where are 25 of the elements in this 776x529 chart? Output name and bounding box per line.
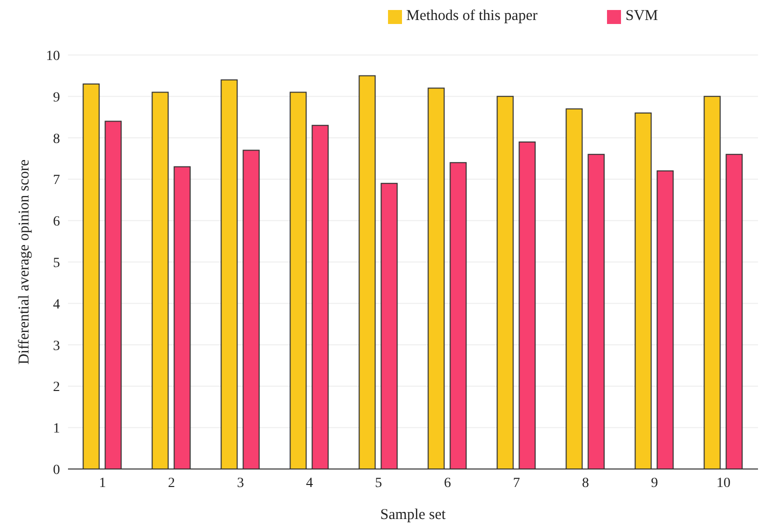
x-tick-label: 9 (651, 476, 658, 491)
y-tick-label: 1 (53, 422, 60, 437)
y-tick-label: 0 (53, 462, 60, 478)
x-tick-label: 10 (716, 476, 730, 491)
x-tick-label: 4 (306, 476, 313, 491)
y-tick-label: 3 (53, 338, 60, 354)
x-tick-label: 2 (168, 476, 175, 491)
x-axis-title: Sample set (380, 507, 447, 523)
y-tick-label: 7 (53, 173, 60, 188)
x-tick-label: 1 (99, 476, 106, 491)
y-tick-label: 5 (53, 256, 60, 271)
x-tick-label: 5 (375, 476, 382, 491)
legend-label: Methods of this paper (406, 8, 538, 24)
y-tick-label: 8 (53, 132, 60, 147)
y-tick-label: 6 (53, 214, 60, 230)
x-tick-label: 3 (237, 476, 244, 491)
y-tick-label: 9 (53, 90, 60, 106)
y-tick-label: 10 (46, 48, 60, 64)
x-tick-label: 8 (582, 476, 589, 491)
x-tick-label: 6 (444, 476, 451, 491)
legend-label: SVM (625, 8, 658, 24)
y-tick-label: 4 (53, 297, 60, 312)
y-axis-title: Differential average opinion score (16, 159, 32, 365)
x-tick-label: 7 (513, 476, 520, 491)
y-tick-label: 2 (53, 380, 60, 396)
